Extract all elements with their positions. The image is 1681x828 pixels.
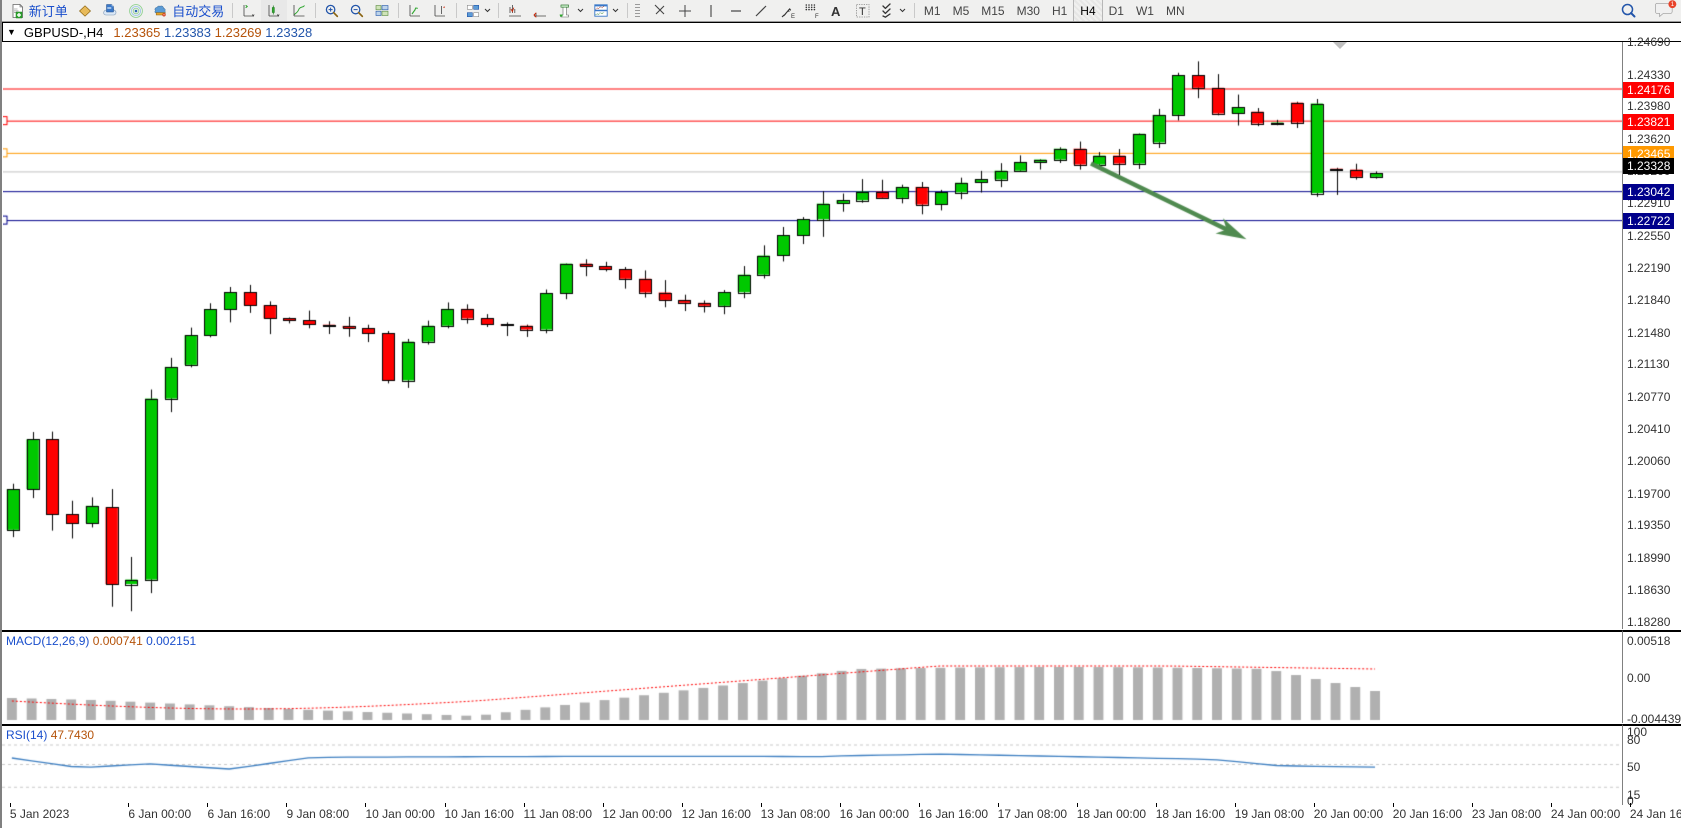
svg-text:T: T (859, 6, 866, 18)
svg-text:F: F (815, 14, 819, 19)
svg-text:E: E (791, 14, 795, 19)
svg-text:A: A (831, 4, 841, 19)
